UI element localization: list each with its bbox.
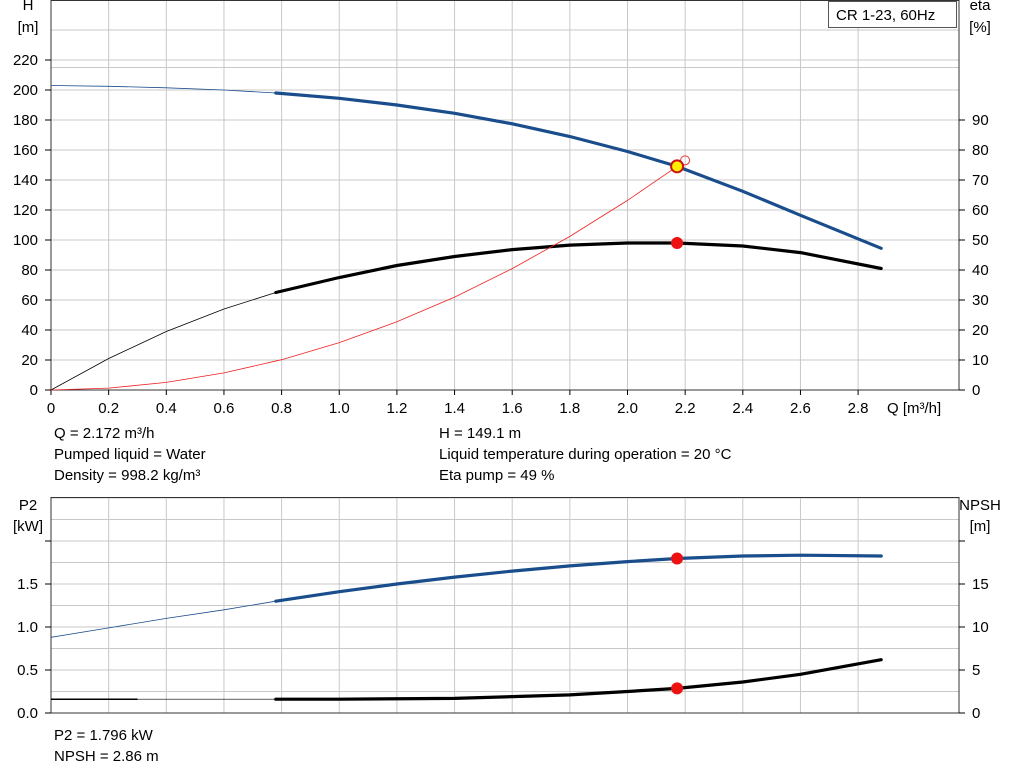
x-tick-label: 2.4 <box>732 400 753 417</box>
x-tick-label: 1.0 <box>329 400 350 417</box>
right-axis-unit: [m] <box>970 518 991 535</box>
left-axis-title: H <box>23 0 34 14</box>
right-tick-label: 90 <box>972 112 989 129</box>
x-tick-label: 1.2 <box>386 400 407 417</box>
right-tick-label: 50 <box>972 232 989 249</box>
right-tick-label: 10 <box>972 352 989 369</box>
right-tick-label: 5 <box>972 662 980 679</box>
x-tick-label: 2.2 <box>675 400 696 417</box>
power-npsh-panel: 0.0 0.5 1.0 1.5 0 5 10 15 P2 [kW] NPSH [m] <box>13 497 1001 722</box>
chart-title: CR 1-23, 60Hz <box>836 7 935 24</box>
series-line-eta <box>274 241 883 295</box>
series-line-system-curve <box>50 166 678 391</box>
left-axis-unit: [m] <box>18 19 39 36</box>
info-line-power: P2 = 1.796 kW <box>54 727 153 744</box>
info-line-density: Density = 998.2 kg/m³ <box>54 467 201 484</box>
right-tick-label: 20 <box>972 322 989 339</box>
grid <box>51 497 959 713</box>
left-tick-label: 0.0 <box>17 705 38 722</box>
chart-title-box: CR 1-23, 60Hz <box>828 1 957 28</box>
right-tick-label: 30 <box>972 292 989 309</box>
x-tick-label: 1.8 <box>559 400 580 417</box>
left-tick-label: 120 <box>13 202 38 219</box>
left-tick-label: 60 <box>21 292 38 309</box>
left-tick-label: 0 <box>30 382 38 399</box>
duty-point-eta <box>671 237 684 249</box>
plot-frame <box>50 0 960 391</box>
left-tick-label: 0.5 <box>17 662 38 679</box>
left-tick-label: 1.0 <box>17 619 38 636</box>
series-line-thin-P2 <box>50 600 276 638</box>
left-axis-title: P2 <box>19 497 37 514</box>
x-tick-label: 1.4 <box>444 400 465 417</box>
right-tick-label: 0 <box>972 382 980 399</box>
chart-title-frame <box>828 1 957 28</box>
series-line-H <box>274 91 883 250</box>
x-tick-label: 0.4 <box>156 400 177 417</box>
info-line-npsh: NPSH = 2.86 m <box>54 748 159 765</box>
left-tick-label: 200 <box>13 82 38 99</box>
info-block-top-right: H = 149.1 m Liquid temperature during op… <box>439 423 731 486</box>
info-line-temperature: Liquid temperature during operation = 20… <box>439 446 732 463</box>
duty-point-H <box>670 159 685 174</box>
plot-frame <box>50 497 960 714</box>
x-tick-label: 0.6 <box>214 400 235 417</box>
head-efficiency-panel: 0 20 40 60 80 100 120 140 160 180 200 220 0 10 20 30 40 5… <box>13 0 991 417</box>
duty-point-P2 <box>671 552 684 565</box>
right-tick-label: 15 <box>972 576 989 593</box>
info-line-head: H = 149.1 m <box>439 425 522 442</box>
left-tick-label: 20 <box>21 352 38 369</box>
series-line-thin-eta <box>50 292 276 391</box>
left-tick-label: 140 <box>13 172 38 189</box>
x-tick-label: 2.0 <box>617 400 638 417</box>
left-tick-label: 220 <box>13 52 38 69</box>
x-tick-label: 2.8 <box>848 400 869 417</box>
x-axis-title: Q [m³/h] <box>887 400 941 417</box>
right-tick-label: 40 <box>972 262 989 279</box>
x-tick-label: 1.6 <box>502 400 523 417</box>
series-line-P2 <box>274 553 883 603</box>
left-tick-label: 160 <box>13 142 38 159</box>
right-tick-label: 0 <box>972 705 980 722</box>
left-tick-label: 1.5 <box>17 576 38 593</box>
info-line-liquid: Pumped liquid = Water <box>54 446 206 463</box>
series-line-NPSH <box>274 658 883 701</box>
x-tick-label: 0.8 <box>271 400 292 417</box>
right-tick-label: 60 <box>972 202 989 219</box>
x-tick-label: 2.6 <box>790 400 811 417</box>
duty-point-NPSH <box>671 682 684 695</box>
info-block-bottom: P2 = 1.796 kW NPSH = 2.86 m <box>54 725 159 767</box>
left-tick-label: 40 <box>21 322 38 339</box>
left-tick-label: 100 <box>13 232 38 249</box>
left-tick-label: 80 <box>21 262 38 279</box>
right-tick-label: 80 <box>972 142 989 159</box>
right-axis-title: NPSH <box>959 497 1001 514</box>
x-tick-label: 0.2 <box>98 400 119 417</box>
right-axis-unit: [%] <box>969 19 991 36</box>
left-axis-unit: [kW] <box>13 518 43 535</box>
right-tick-label: 70 <box>972 172 989 189</box>
info-block-top-left: Q = 2.172 m³/h Pumped liquid = Water Den… <box>54 423 206 486</box>
info-line-flow: Q = 2.172 m³/h <box>54 425 155 442</box>
x-tick-label: 0 <box>47 400 55 417</box>
right-axis-title: eta <box>970 0 992 14</box>
left-tick-label: 180 <box>13 112 38 129</box>
grid <box>51 0 959 390</box>
info-line-eta-pump: Eta pump = 49 % <box>439 467 555 484</box>
series-line-thin-H <box>50 85 276 94</box>
right-tick-label: 10 <box>972 619 989 636</box>
